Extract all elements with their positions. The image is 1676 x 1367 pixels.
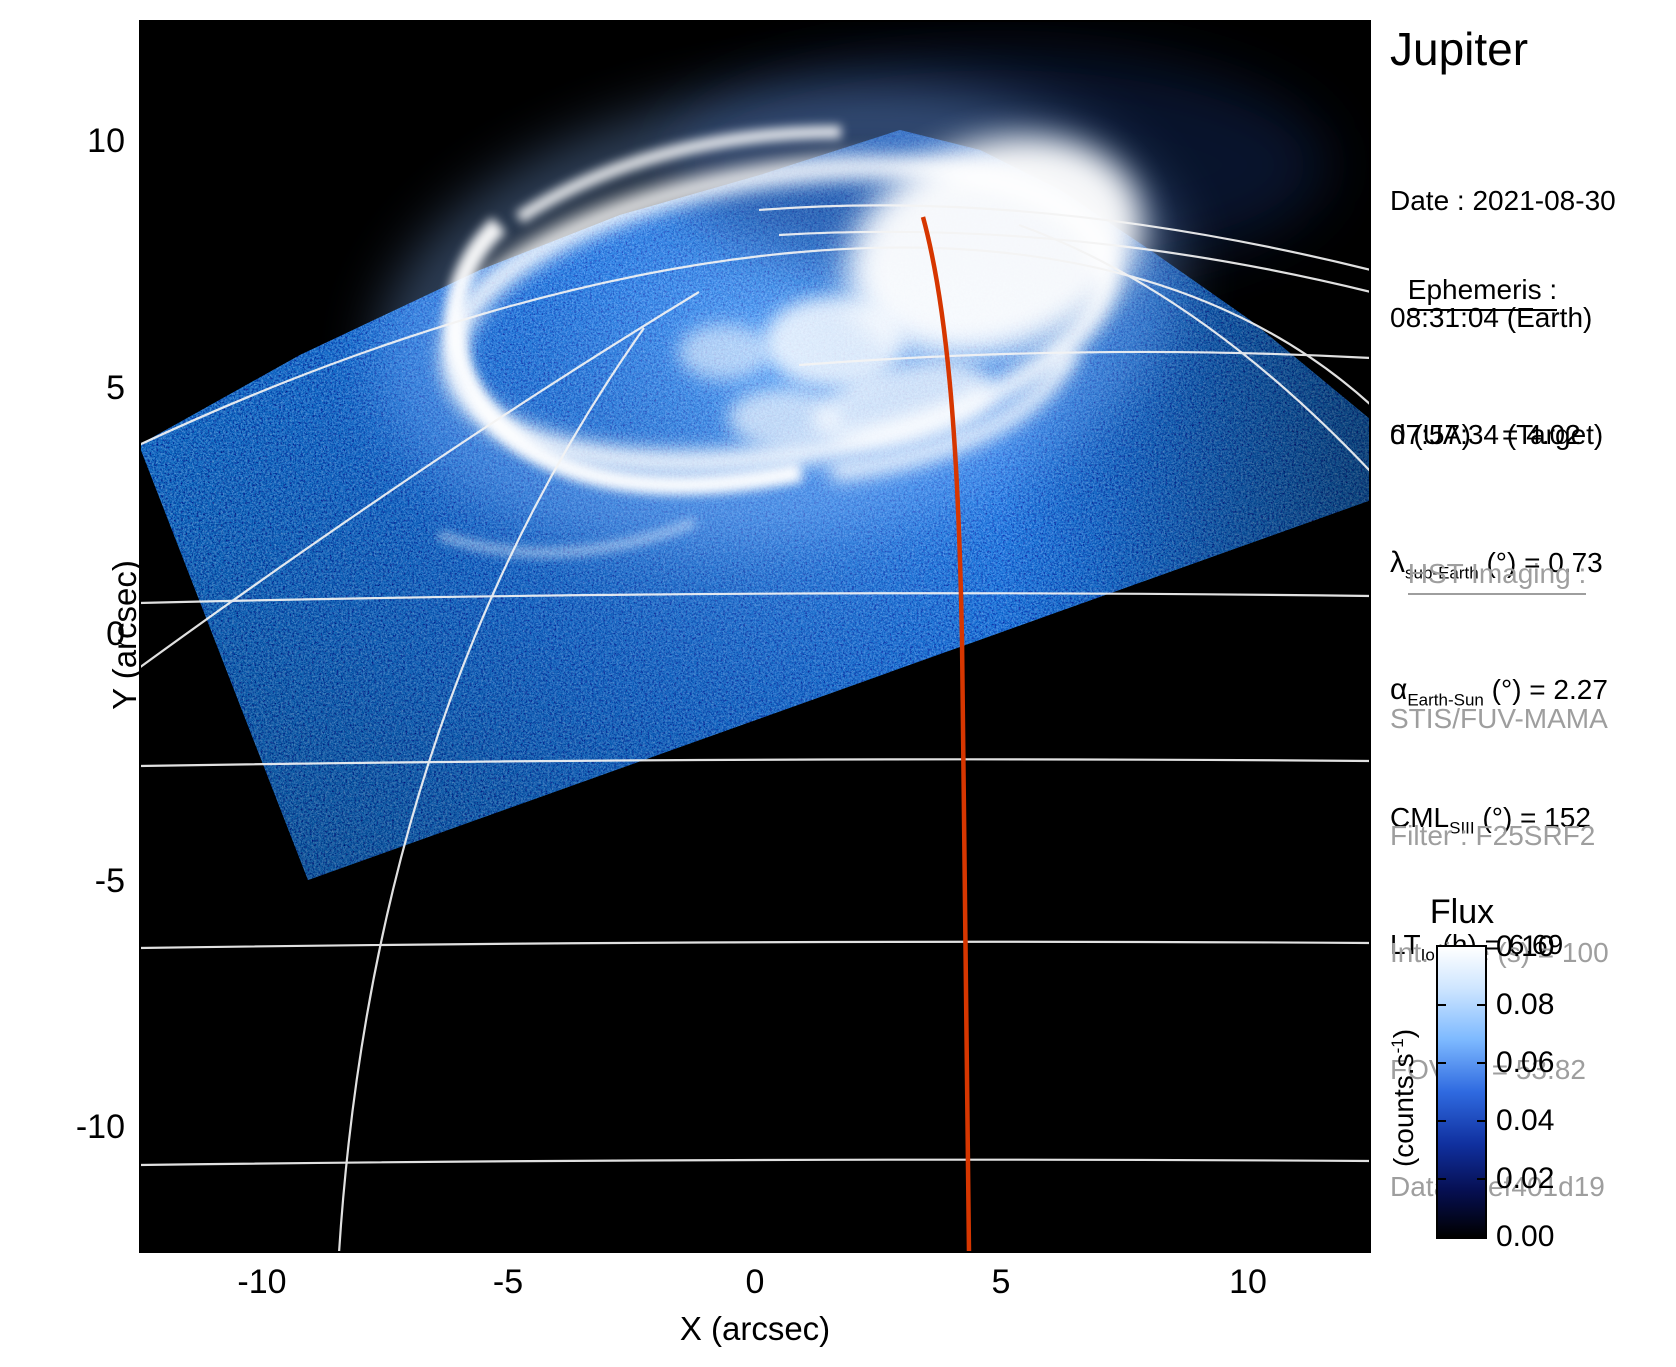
flux-colorbar bbox=[1436, 945, 1487, 1239]
ephemeris-row: αEarth-Sun (°) = 2.27 bbox=[1390, 673, 1608, 710]
meridian-line bbox=[1018, 223, 1371, 473]
colorbar-unit-label: (counts.s-1) bbox=[1387, 1028, 1420, 1168]
ephemeris-row: CMLSIII (°) = 152 bbox=[1390, 801, 1591, 838]
y-tick-label: -10 bbox=[75, 1107, 125, 1146]
date-line: 08:31:04 (Earth) bbox=[1390, 302, 1593, 333]
y-tick-label: 10 bbox=[87, 121, 125, 160]
colorbar-title: Flux bbox=[1429, 893, 1495, 931]
observation-dates: Date : 2021-08-30 08:31:04 (Earth) 07:57… bbox=[1390, 103, 1616, 532]
x-tick-label: 5 bbox=[991, 1263, 1011, 1301]
x-tick-label: 10 bbox=[1229, 1263, 1267, 1301]
ephemeris-row: λsub-Earth (°) = 0.73 bbox=[1390, 545, 1603, 583]
y-tick-label: 0 bbox=[106, 614, 125, 653]
oval-left-arc bbox=[444, 217, 803, 496]
plot-frame bbox=[139, 20, 1371, 1253]
y-tick-label: 5 bbox=[106, 368, 125, 407]
x-tick-label: -10 bbox=[237, 1263, 287, 1301]
x-tick-label: -5 bbox=[492, 1263, 524, 1301]
colorbar-tick-mark bbox=[1438, 1120, 1446, 1122]
colorbar-tick-label: 0.04 bbox=[1496, 1104, 1555, 1137]
colorbar-tick-label: 0.00 bbox=[1496, 1220, 1555, 1253]
page-title: Jupiter bbox=[1390, 23, 1529, 75]
colorbar-tick-mark bbox=[1438, 1178, 1446, 1180]
colorbar-tick-label: 0.06 bbox=[1496, 1046, 1555, 1079]
x-tick-label: 0 bbox=[745, 1263, 765, 1301]
colorbar-tick-mark bbox=[1438, 1004, 1446, 1006]
oval-lower-right-arc bbox=[829, 345, 1080, 482]
y-axis-title: Y (arcsec) bbox=[106, 560, 143, 710]
colorbar-tick-mark bbox=[1438, 1062, 1446, 1064]
parallel-line bbox=[139, 940, 1371, 950]
meridian-line bbox=[337, 327, 645, 1253]
hst-imaging-section: HST Imaging : STIS/FUV-MAMA Filter : F25… bbox=[1390, 540, 1609, 1320]
secondary-emission-arc bbox=[437, 517, 697, 558]
date-line: Date : 2021-08-30 bbox=[1390, 185, 1616, 216]
hst-line: STIS/FUV-MAMA bbox=[1390, 703, 1608, 734]
bright-polar-emission bbox=[845, 136, 1143, 360]
date-line: 07:57:34 (Target) bbox=[1390, 419, 1604, 450]
ephemeris-section: Ephemeris : d (UA) = 4.02 λsub-Earth (°)… bbox=[1390, 256, 1608, 1089]
cml-meridian-red-line bbox=[920, 216, 972, 1253]
colorbar-tick-mark bbox=[1477, 1178, 1485, 1180]
ephemeris-heading: Ephemeris : bbox=[1407, 274, 1558, 311]
colorbar-tick-label: 0.08 bbox=[1496, 988, 1555, 1021]
parallel-arc bbox=[798, 350, 1371, 367]
limb-parallel-arc bbox=[139, 246, 1371, 446]
hst-imaging-heading: HST Imaging : bbox=[1407, 558, 1587, 595]
colorbar-tick-mark bbox=[1477, 1062, 1485, 1064]
parallel-line bbox=[139, 758, 1371, 768]
ephemeris-row: LTIo (h) = 6.69 bbox=[1390, 929, 1564, 965]
colorbar-tick-label: 0.02 bbox=[1496, 1162, 1555, 1195]
graticule bbox=[139, 204, 1371, 1253]
x-axis-title: X (arcsec) bbox=[679, 1310, 831, 1347]
parallel-arc bbox=[758, 204, 1371, 272]
oval-top-arc bbox=[515, 125, 842, 224]
colorbar-tick-mark bbox=[1477, 1004, 1485, 1006]
colorbar-tick-mark bbox=[1477, 1120, 1485, 1122]
parallel-line bbox=[139, 1158, 1371, 1167]
parallel-arc bbox=[778, 230, 1371, 294]
ephemeris-row: d (UA) = 4.02 bbox=[1390, 419, 1581, 450]
aurora-image-plot: 10 5 0 -5 -10 -10 -5 0 5 10 X (arcsec) Y… bbox=[76, 20, 1371, 1347]
meridian-line bbox=[139, 291, 700, 669]
colorbar-tick-label: 0.10 bbox=[1496, 930, 1555, 963]
parallel-line bbox=[139, 592, 1371, 605]
y-tick-label: -5 bbox=[94, 861, 125, 900]
hst-line: Filter : F25SRF2 bbox=[1390, 820, 1596, 851]
aurora-image bbox=[139, 20, 1371, 1253]
